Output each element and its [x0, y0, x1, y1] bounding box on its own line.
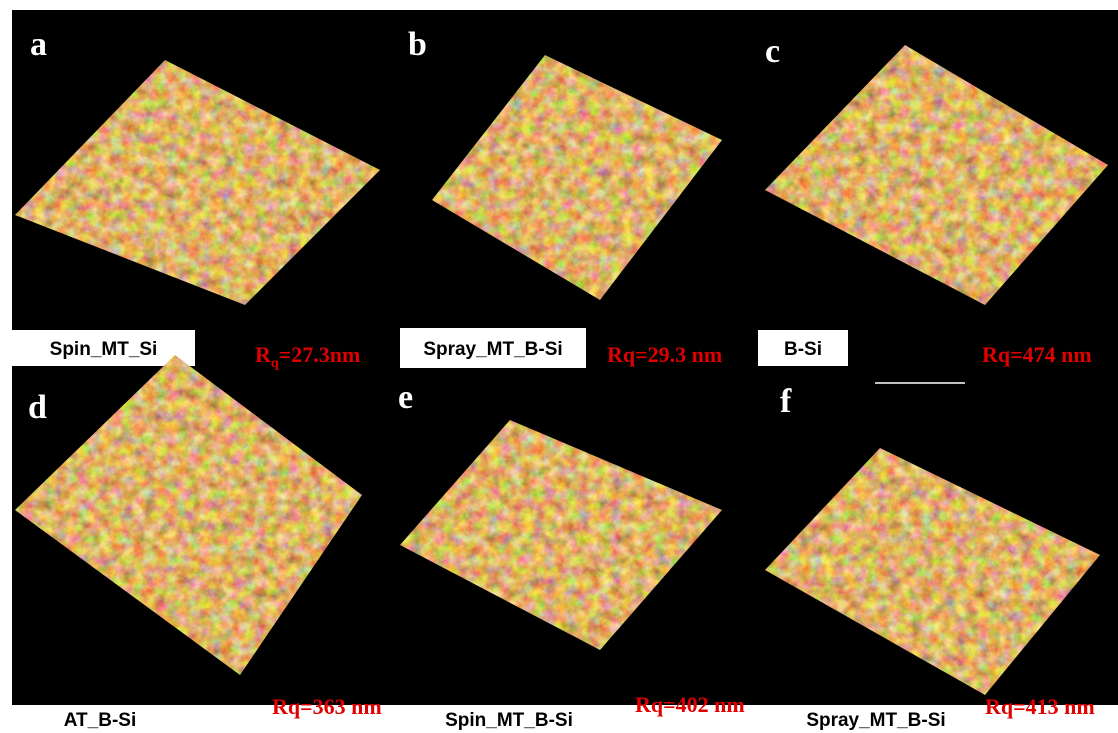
sample-label: AT_B-Si [64, 710, 136, 731]
roughness: Rq=29.3 nm [607, 342, 722, 367]
panel-letter: f [780, 383, 792, 420]
roughness: Rq=413 nm [985, 694, 1095, 719]
figure: a Spin_MT_Si Rq=27.3nm b Spray_MT_B-Si Rq=29.… [0, 0, 1118, 733]
roughness: Rq=363 nm [272, 694, 382, 719]
roughness: Rq=27.3nm [255, 342, 360, 371]
roughness: Rq=474 nm [982, 342, 1092, 367]
roughness-symbol: R [255, 342, 272, 367]
sample-label: Spray_MT_B-Si [423, 339, 562, 360]
panel-letter: d [28, 389, 47, 426]
roughness: Rq=402 nm [635, 692, 745, 717]
sample-label: Spray_MT_B-Si [806, 710, 945, 731]
sample-label: B-Si [784, 339, 822, 360]
panel-letter: b [408, 26, 427, 63]
roughness-value: =27.3nm [279, 342, 361, 367]
panel-letter: e [398, 379, 413, 416]
panel-letter: c [765, 33, 780, 70]
sample-label: Spin_MT_Si [50, 339, 158, 360]
sample-label: Spin_MT_B-Si [445, 710, 573, 731]
roughness-subscript: q [271, 356, 279, 371]
panel-letter: a [30, 26, 47, 63]
